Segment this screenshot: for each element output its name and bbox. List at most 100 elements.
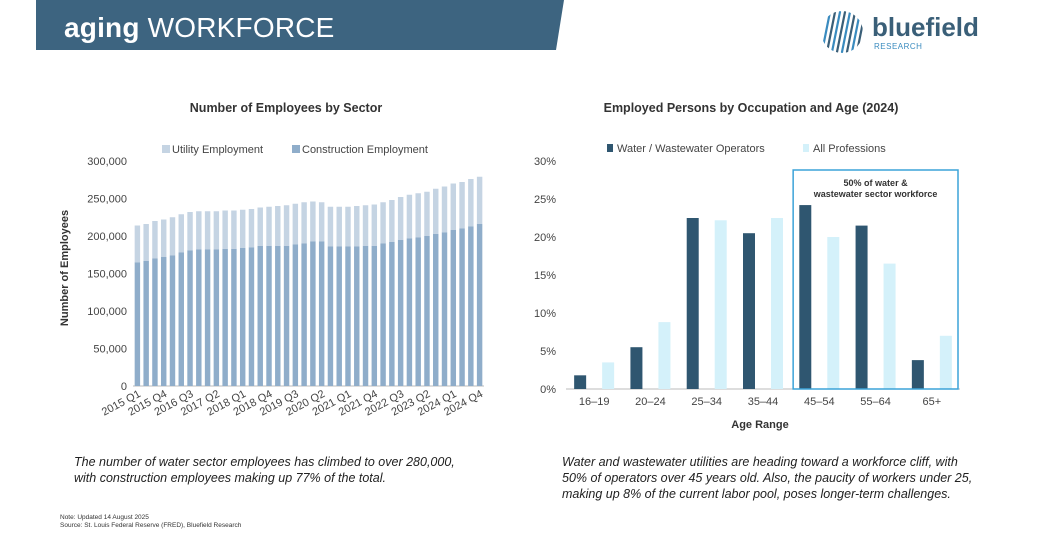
bar-utility: [222, 210, 228, 249]
bar-construction: [152, 258, 158, 386]
bar-construction: [169, 255, 176, 386]
right-chart-title: Employed Persons by Occupation and Age (…: [604, 101, 899, 115]
bar-construction: [415, 237, 421, 386]
bar-utility: [327, 206, 334, 247]
bar-construction: [187, 250, 193, 386]
legend-swatch-water-ops: [607, 144, 613, 152]
left-ytick-label: 100,000: [87, 306, 127, 318]
bar-construction: [204, 249, 211, 386]
bar-utility: [336, 206, 342, 247]
bar-construction: [257, 245, 263, 386]
bar-construction: [459, 228, 465, 386]
bar-all-professions: [883, 263, 896, 389]
bar-utility: [178, 214, 184, 253]
bar-utility: [424, 191, 430, 236]
bar-construction: [336, 246, 342, 386]
bar-utility: [433, 188, 439, 234]
bar-water-ops: [574, 375, 587, 389]
legend-label-utility: Utility Employment: [172, 144, 263, 156]
page-title: aging WORKFORCE: [64, 12, 335, 44]
left-ytick-label: 300,000: [87, 156, 127, 168]
bar-all-professions: [714, 220, 727, 389]
page-title-bold: aging: [64, 12, 140, 43]
bar-all-professions: [939, 335, 952, 389]
bar-utility: [345, 206, 351, 247]
bar-utility: [187, 212, 193, 251]
left-ytick-label: 0: [121, 381, 127, 393]
bar-construction: [231, 248, 237, 386]
bar-utility: [283, 205, 290, 246]
bar-construction: [178, 252, 184, 386]
bar-utility: [459, 182, 465, 229]
right-xtick-label: 20–24: [635, 396, 666, 408]
bar-construction: [327, 246, 334, 386]
right-xtick-label: 25–34: [691, 396, 722, 408]
bar-construction: [301, 243, 307, 386]
bar-construction: [354, 246, 360, 386]
right-ytick-label: 25%: [534, 194, 556, 206]
bar-utility: [239, 209, 246, 248]
right-xtick-label: 65+: [923, 396, 942, 408]
right-xtick-label: 45–54: [804, 396, 835, 408]
left-chart-ylabel: Number of Employees: [59, 210, 71, 326]
bar-utility: [476, 176, 483, 224]
bar-water-ops: [911, 360, 924, 389]
bar-utility: [143, 224, 149, 261]
left-ytick-label: 250,000: [87, 194, 127, 206]
header-banner: [36, 0, 564, 50]
left-ytick-label: 200,000: [87, 231, 127, 243]
legend-label-construction: Construction Employment: [302, 144, 428, 156]
highlight-annotation: 50% of water & wastewater sector workforc…: [813, 178, 938, 199]
right-caption: Water and wastewater utilities are headi…: [562, 455, 973, 501]
bar-construction: [292, 244, 299, 386]
bar-construction: [371, 245, 378, 386]
bar-water-ops: [686, 218, 699, 389]
bar-construction: [222, 248, 228, 386]
bar-all-professions: [771, 218, 783, 389]
bar-construction: [389, 242, 395, 386]
left-ytick-label: 50,000: [93, 344, 127, 356]
bar-utility: [231, 210, 237, 249]
left-chart-title: Number of Employees by Sector: [190, 101, 383, 115]
left-ytick-label: 150,000: [87, 269, 127, 281]
right-ytick-label: 30%: [534, 156, 556, 168]
bar-construction: [196, 249, 202, 386]
bar-water-ops: [630, 347, 643, 389]
bar-all-professions: [602, 362, 615, 389]
bar-utility: [275, 206, 281, 246]
legend-swatch-construction: [292, 145, 300, 153]
bar-construction: [266, 245, 272, 386]
bar-water-ops: [799, 205, 812, 389]
bar-utility: [389, 200, 395, 242]
legend-label-water-ops: Water / Wastewater Operators: [617, 143, 765, 155]
bar-construction: [424, 236, 430, 386]
bar-utility: [292, 203, 299, 245]
bar-construction: [310, 241, 316, 386]
bar-construction: [450, 230, 457, 386]
bar-all-professions: [658, 322, 671, 389]
bar-utility: [362, 205, 369, 246]
bar-utility: [406, 194, 413, 239]
bar-utility: [257, 207, 263, 246]
bar-construction: [283, 245, 290, 386]
bar-utility: [441, 186, 448, 233]
right-chart-xlabel: Age Range: [731, 419, 788, 431]
bar-utility: [380, 202, 386, 244]
bar-construction: [468, 226, 474, 386]
legend-swatch-all-professions: [803, 144, 809, 152]
bar-construction: [134, 262, 141, 386]
bar-utility: [301, 202, 307, 244]
bar-construction: [362, 245, 369, 386]
right-xtick-label: 16–19: [579, 396, 610, 408]
right-xtick-label: 35–44: [748, 396, 779, 408]
bar-construction: [345, 246, 351, 386]
logo-subtitle: RESEARCH: [874, 42, 923, 51]
bar-utility: [310, 201, 316, 242]
bar-utility: [213, 211, 220, 250]
right-chart-plot: 0% 5% 10% 15% 20% 25% 30% 16–19 20–24 25–34 35–44 4…: [534, 156, 960, 408]
bar-construction: [380, 243, 386, 386]
bar-utility: [196, 211, 202, 250]
right-ytick-label: 5%: [540, 346, 556, 358]
note-updated: Note: Updated 14 August 2025: [60, 514, 149, 521]
